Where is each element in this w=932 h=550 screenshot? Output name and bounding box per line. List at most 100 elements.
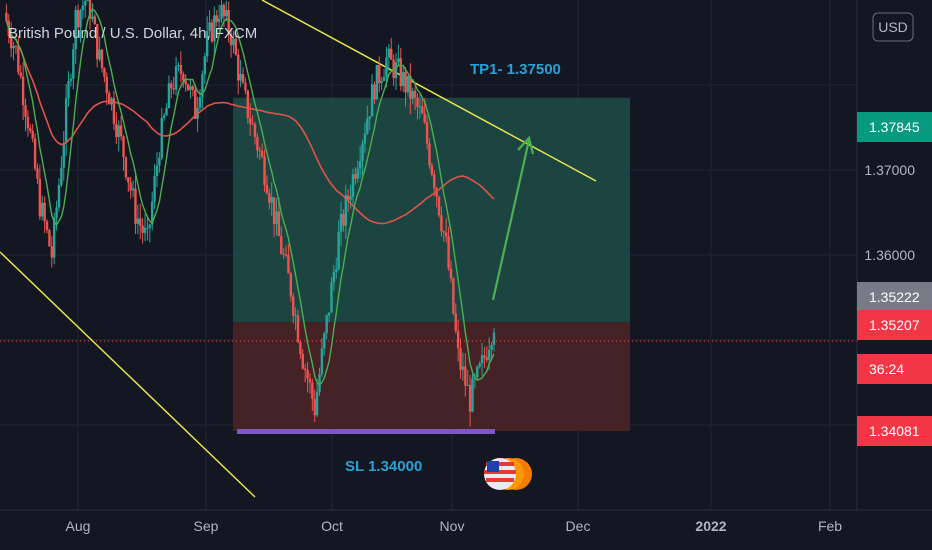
candle	[428, 138, 431, 169]
candle-body	[146, 227, 149, 229]
candle	[282, 248, 285, 260]
tp-annotation[interactable]: TP1- 1.37500	[470, 61, 561, 78]
currency-button[interactable]: USD	[872, 12, 914, 42]
target-zone[interactable]	[233, 97, 630, 323]
candle	[306, 361, 309, 393]
candle	[461, 352, 465, 381]
candle	[220, 0, 223, 23]
candle	[325, 314, 328, 340]
candle-body	[50, 246, 54, 258]
candle-body	[227, 10, 230, 34]
candle-body	[179, 64, 183, 74]
lower-trendline[interactable]	[0, 251, 256, 498]
candle-body	[45, 221, 49, 231]
candle	[366, 105, 369, 135]
candle-body	[19, 72, 22, 77]
candle	[425, 115, 429, 150]
time-tick-label: Feb	[818, 518, 842, 534]
candle	[454, 303, 457, 334]
price-tag: 1.35207	[857, 310, 932, 340]
candle	[131, 180, 135, 197]
candle-body	[24, 105, 27, 117]
trendlines[interactable]	[0, 0, 597, 498]
candle-body	[480, 355, 484, 364]
time-tick-label: Nov	[440, 518, 465, 534]
candle	[91, 3, 94, 23]
stop-zone[interactable]	[233, 322, 630, 431]
candle	[397, 44, 400, 66]
candle	[191, 84, 195, 97]
candle-body	[354, 174, 357, 179]
candle-body	[57, 185, 61, 208]
candle	[437, 195, 441, 218]
symbol-title[interactable]: British Pound / U.S. Dollar, 4h, FXCM	[8, 25, 257, 42]
candle-body	[72, 49, 75, 79]
candle	[179, 51, 183, 83]
candle-body	[327, 312, 331, 316]
arrow-shaft	[491, 139, 531, 301]
price-tag: 36:24	[857, 354, 932, 384]
candle	[349, 184, 352, 209]
projection-arrow[interactable]	[491, 135, 535, 301]
candle	[165, 103, 168, 116]
candle-body	[265, 184, 269, 194]
candle-body	[170, 83, 173, 89]
candle	[363, 122, 367, 154]
candle-body	[86, 0, 89, 1]
sl-annotation[interactable]: SL 1.34000	[345, 458, 422, 475]
candle-body	[349, 196, 352, 200]
candle-body	[241, 74, 245, 83]
candle	[323, 331, 326, 356]
candle	[244, 77, 247, 95]
candle-body	[294, 315, 297, 317]
candle-body	[38, 178, 42, 217]
candle	[380, 77, 383, 91]
candle-body	[244, 82, 247, 91]
candle-body	[201, 74, 204, 98]
candle	[74, 5, 77, 64]
candle	[492, 327, 496, 352]
candle-body	[330, 282, 333, 313]
candle	[344, 184, 348, 239]
candle-body	[483, 355, 486, 358]
us-flag-badge[interactable]	[484, 458, 532, 490]
candle-body	[74, 9, 77, 50]
candle-body	[148, 224, 152, 228]
candle	[232, 30, 235, 54]
candle	[299, 339, 302, 360]
candle-body	[55, 207, 58, 218]
candle-body	[258, 150, 261, 152]
candle-body	[390, 48, 393, 60]
candle-body	[160, 118, 163, 158]
slow-moving-average	[5, 20, 495, 225]
candle	[98, 36, 101, 62]
candle-body	[492, 332, 496, 345]
candle-body	[449, 268, 453, 279]
candle	[29, 123, 32, 134]
candle-body	[84, 0, 87, 6]
candle	[172, 76, 175, 95]
price-axis[interactable]: 1.37000 1.36000	[864, 162, 915, 263]
time-axis[interactable]: Aug Sep Oct Nov Dec 2022 Feb	[66, 518, 843, 534]
candle	[327, 312, 331, 323]
price-tag-label: 36:24	[869, 361, 904, 377]
candle-body	[401, 71, 405, 87]
candle-body	[194, 90, 197, 119]
price-tag-bg	[857, 310, 932, 340]
candle	[442, 230, 446, 242]
candle	[292, 292, 295, 324]
candle	[337, 220, 340, 271]
price-tag: 1.34081	[857, 416, 932, 446]
candle-body	[93, 16, 97, 25]
candle-body	[117, 125, 120, 138]
candle	[60, 156, 63, 188]
time-tick-label: Oct	[321, 518, 343, 534]
upper-trendline[interactable]	[261, 0, 597, 182]
candle-body	[31, 130, 34, 139]
candle	[225, 0, 228, 22]
candle-body	[318, 374, 321, 393]
candle-body	[158, 157, 161, 166]
candle	[79, 8, 82, 43]
